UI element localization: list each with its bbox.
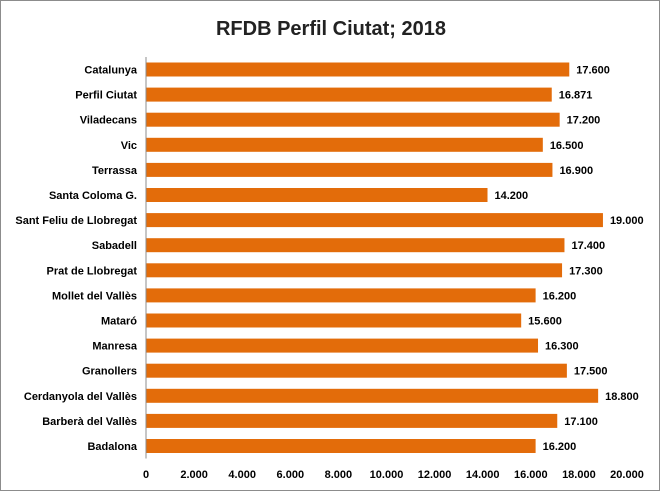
value-label: 18.800	[605, 391, 639, 403]
category-label: Sant Feliu de Llobregat	[15, 215, 137, 227]
x-tick-label: 0	[143, 469, 149, 481]
x-tick-label: 16.000	[514, 469, 548, 481]
value-label: 16.300	[545, 341, 579, 353]
value-label: 16.871	[559, 90, 593, 102]
chart-title: RFDB Perfil Ciutat; 2018	[216, 18, 446, 40]
category-label: Catalunya	[84, 65, 137, 77]
x-axis-ticks: 0 2.000 4.000 6.000 8.000 10.000 12.000 14.000 1…	[143, 469, 644, 481]
value-label: 17.500	[574, 366, 608, 378]
bar	[146, 388, 599, 403]
category-label: Badalona	[87, 441, 137, 453]
x-tick-label: 12.000	[418, 469, 452, 481]
bar	[146, 439, 536, 453]
bar	[146, 213, 603, 228]
category-label: Mataró	[101, 316, 137, 328]
category-label: Sabadell	[92, 240, 137, 252]
x-tick-label: 18.000	[562, 469, 596, 481]
category-label: Cerdanyola del Vallès	[24, 391, 137, 403]
bar	[146, 313, 522, 328]
category-label: Manresa	[92, 341, 138, 353]
x-tick-label: 6.000	[277, 469, 305, 481]
value-label: 17.100	[564, 416, 598, 428]
bar-group: Catalunya 17.600 Perfil Ciutat 16.871 Vilade…	[15, 62, 644, 453]
x-tick-label: 2.000	[180, 469, 208, 481]
bar	[146, 62, 570, 77]
category-label: Barberà del Vallès	[42, 416, 137, 428]
category-label: Perfil Ciutat	[75, 90, 137, 102]
category-label: Vic	[121, 140, 137, 152]
value-label: 17.400	[571, 240, 605, 252]
category-label: Santa Coloma G.	[49, 190, 137, 202]
bar	[146, 137, 543, 152]
bar	[146, 363, 567, 378]
value-label: 17.200	[567, 115, 601, 127]
value-label: 17.600	[576, 65, 610, 77]
bar	[146, 188, 488, 202]
value-label: 16.500	[550, 140, 584, 152]
bar	[146, 162, 553, 177]
value-label: 14.200	[495, 190, 529, 202]
value-label: 15.600	[528, 316, 562, 328]
bar	[146, 338, 539, 353]
value-label: 16.200	[543, 441, 577, 453]
category-label: Prat de Llobregat	[47, 265, 138, 277]
x-tick-label: 4.000	[228, 469, 256, 481]
bar	[146, 413, 558, 428]
x-tick-label: 20.000	[610, 469, 644, 481]
bar	[146, 112, 560, 127]
bar	[146, 263, 563, 278]
value-label: 16.200	[543, 290, 577, 302]
category-label: Mollet del Vallès	[52, 290, 137, 302]
bar	[146, 87, 552, 102]
value-label: 16.900	[559, 165, 593, 177]
category-label: Terrassa	[92, 165, 138, 177]
category-label: Granollers	[82, 366, 137, 378]
category-label: Viladecans	[80, 115, 137, 127]
bar	[146, 288, 536, 303]
value-label: 17.300	[569, 265, 603, 277]
x-tick-label: 10.000	[370, 469, 404, 481]
value-label: 19.000	[610, 215, 644, 227]
x-tick-label: 8.000	[325, 469, 353, 481]
bar	[146, 238, 565, 253]
x-tick-label: 14.000	[466, 469, 500, 481]
